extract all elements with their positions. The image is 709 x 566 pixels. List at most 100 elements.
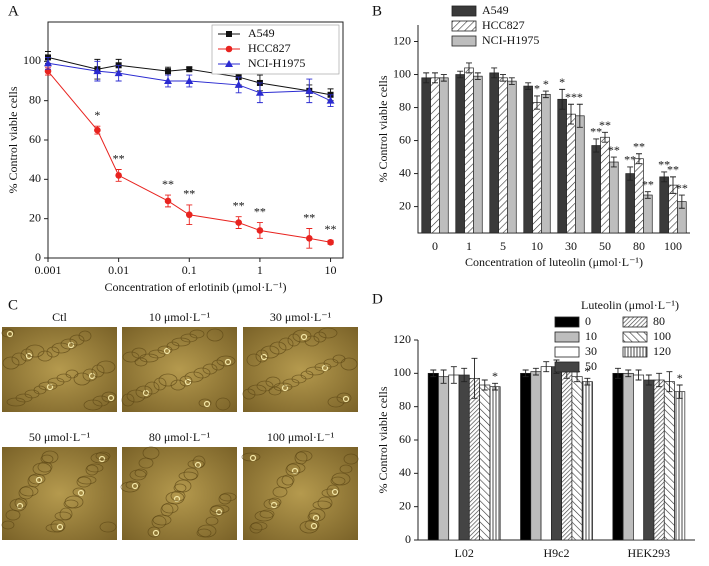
significance: *	[584, 364, 590, 378]
significance: **	[658, 158, 670, 172]
cell-bright	[194, 461, 202, 469]
x-tick-label: 100	[664, 239, 682, 253]
cell	[174, 479, 192, 493]
cell	[138, 457, 154, 469]
cell-bright	[249, 454, 257, 462]
significance: *	[94, 108, 100, 122]
cell	[327, 396, 345, 408]
error-bar	[450, 366, 457, 384]
cell	[151, 515, 167, 529]
cell-bright	[300, 333, 308, 341]
cell	[339, 464, 353, 474]
bar	[571, 376, 583, 541]
cell	[86, 463, 104, 473]
cell	[135, 385, 153, 399]
legend-label: 120	[653, 344, 671, 358]
legend-label: 0	[585, 314, 591, 328]
significance: *	[543, 77, 549, 91]
cell	[25, 344, 45, 358]
cell	[173, 483, 187, 493]
significance: **	[633, 140, 645, 154]
cell	[187, 459, 205, 469]
error-bar	[559, 88, 566, 110]
cell-bright	[291, 467, 299, 475]
cell	[54, 511, 72, 521]
bar	[455, 74, 465, 234]
error-bar	[576, 103, 583, 128]
cell	[246, 353, 262, 367]
cell	[211, 359, 225, 371]
cell	[161, 502, 179, 514]
cell	[45, 523, 65, 533]
cell	[292, 329, 312, 343]
cell-bright	[260, 353, 268, 361]
cell	[250, 521, 268, 531]
error-bar	[568, 103, 574, 125]
significance: **	[113, 151, 125, 165]
marker	[305, 86, 314, 94]
y-tick-label: 40	[399, 465, 411, 479]
micrograph	[1, 447, 117, 540]
marker	[186, 66, 193, 73]
bar	[468, 377, 480, 541]
legend-label: 50	[585, 359, 597, 373]
marker	[256, 227, 264, 234]
cell	[69, 334, 85, 346]
cell	[189, 329, 205, 339]
marker	[185, 211, 193, 219]
cell	[308, 508, 326, 522]
bar	[421, 77, 431, 234]
y-axis-label: % Control viable cells	[376, 386, 390, 493]
cell-bright	[331, 488, 339, 496]
cell-bright	[77, 489, 85, 497]
cell	[101, 391, 117, 403]
cell	[78, 330, 92, 342]
cell-bright	[25, 352, 33, 360]
y-tick-label: 60	[29, 132, 41, 146]
error-bar	[602, 131, 608, 143]
error-bar	[670, 176, 676, 194]
x-tick-label: 1	[257, 263, 263, 277]
legend-swatch	[451, 20, 477, 32]
x-tick-label: L02	[454, 546, 473, 560]
cell	[179, 375, 193, 387]
significance: *	[492, 369, 498, 383]
x-tick-label: 0	[432, 239, 438, 253]
x-tick-label: 50	[599, 239, 611, 253]
cell	[28, 473, 46, 485]
cell	[142, 446, 160, 460]
cell-bright	[107, 394, 115, 402]
error-bar	[457, 70, 464, 79]
error-bar	[522, 369, 529, 378]
error-bar	[614, 367, 621, 379]
legend-swatch	[554, 316, 580, 328]
cell	[122, 351, 140, 363]
bar	[479, 384, 491, 541]
significance: **	[642, 177, 654, 191]
bar	[674, 391, 686, 541]
micrograph	[120, 446, 237, 540]
y-tick-label: 100	[393, 66, 411, 80]
bar	[634, 158, 644, 234]
error-bar	[666, 371, 673, 393]
panel-label: C	[8, 297, 18, 313]
marker	[327, 238, 334, 246]
error-bar	[492, 382, 499, 391]
cell	[340, 357, 358, 371]
y-tick-label: 80	[399, 398, 411, 412]
marker	[165, 68, 172, 75]
x-tick-label: 80	[633, 239, 645, 253]
cell	[331, 472, 351, 486]
y-tick-label: 0	[35, 250, 41, 264]
significance: **	[233, 198, 245, 212]
cell	[259, 509, 275, 519]
cell	[20, 348, 34, 362]
error-bar	[636, 153, 642, 165]
significance: **	[565, 90, 577, 104]
legend-swatch	[622, 316, 648, 328]
cell	[178, 471, 198, 481]
cell	[287, 333, 301, 347]
cell	[242, 388, 256, 400]
cell	[1, 520, 15, 530]
cell-bright	[224, 358, 232, 366]
